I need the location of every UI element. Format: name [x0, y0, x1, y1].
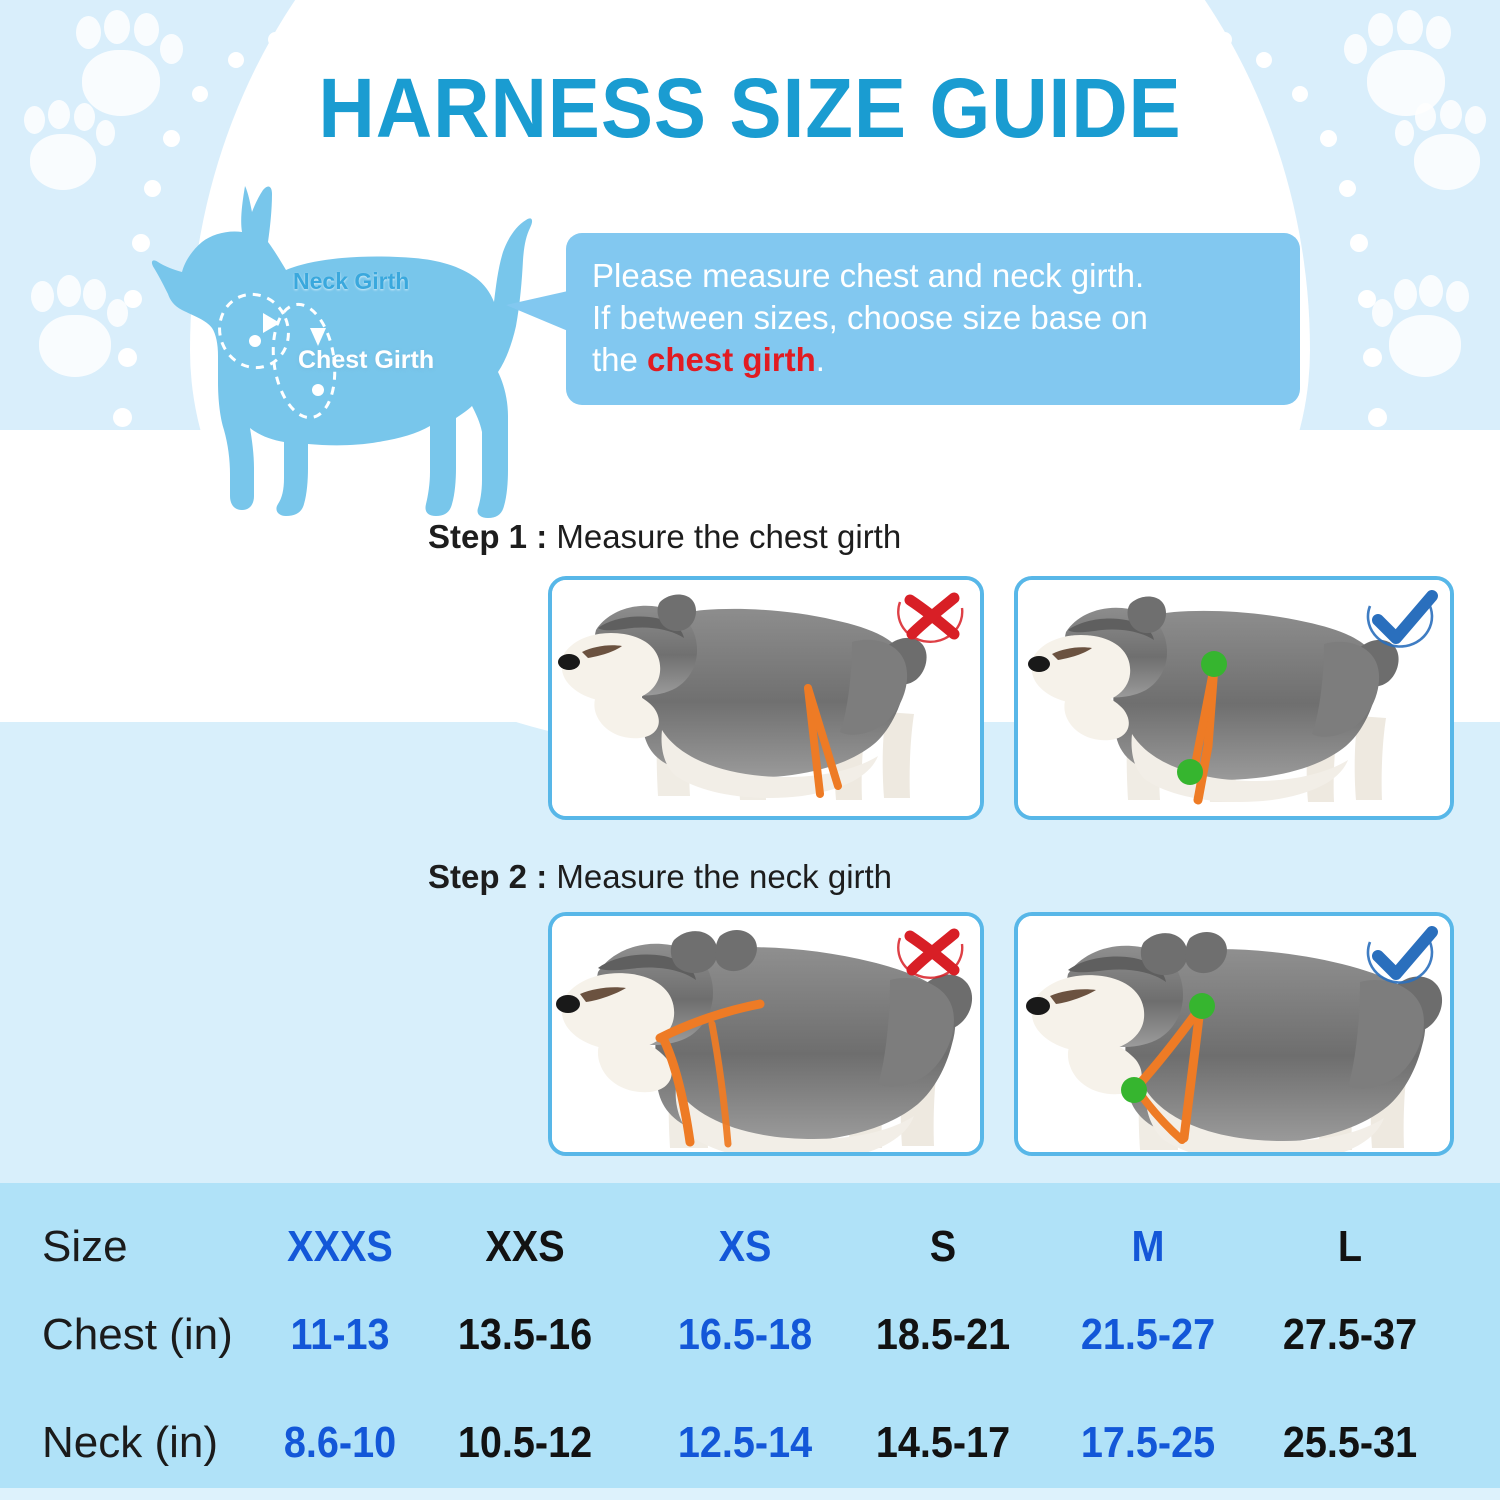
neck-arrow-icon — [263, 313, 280, 333]
neck-girth-ellipse — [218, 292, 290, 370]
dog-photo-neck-wrong — [552, 916, 980, 1152]
dog-photo-neck-correct — [1018, 916, 1450, 1152]
measure-point-bottom — [1121, 1077, 1147, 1103]
chest-girth-label: Chest Girth — [298, 346, 435, 374]
callout-line-3-prefix: the — [592, 341, 648, 378]
measure-point-bottom — [1177, 759, 1203, 785]
step-1-lead: Step 1 : — [428, 518, 557, 555]
step-1-text: Measure the chest girth — [556, 518, 902, 555]
dog-silhouette-icon — [151, 186, 533, 518]
chest-point-marker — [312, 384, 324, 396]
table-cell-neck-m: 17.5-25 — [1080, 1418, 1216, 1467]
neck-point-marker — [249, 335, 261, 347]
table-cell-chest-m: 21.5-27 — [1080, 1310, 1216, 1359]
paw-print-icon — [25, 275, 145, 385]
check-icon — [1366, 590, 1438, 648]
table-row-label-size: Size — [42, 1222, 128, 1271]
callout-accent-text: chest girth — [647, 341, 816, 378]
paw-print-icon — [1378, 100, 1488, 200]
photo-panel-step1-wrong — [548, 576, 984, 820]
callout-line-2: If between sizes, choose size base on — [592, 299, 1148, 336]
page-title: HARNESS SIZE GUIDE — [318, 61, 1182, 155]
dog-silhouette-diagram: Neck Girth Chest Girth — [150, 168, 570, 528]
cross-icon — [897, 592, 964, 643]
table-cell-chest-s: 18.5-21 — [875, 1310, 1011, 1359]
table-header-s: S — [929, 1222, 957, 1271]
table-cell-neck-xxs: 10.5-12 — [457, 1418, 593, 1467]
table-header-m: M — [1131, 1222, 1165, 1271]
paw-print-icon — [72, 10, 202, 130]
instruction-callout: Please measure chest and neck girth. If … — [506, 233, 1300, 405]
table-row-label-neck: Neck (in) — [42, 1418, 219, 1467]
table-cell-neck-xs: 12.5-14 — [677, 1418, 813, 1467]
step-1-heading: Step 1 : Measure the chest girth — [428, 518, 901, 556]
paw-print-icon — [1325, 10, 1455, 130]
table-header-xxs: XXS — [485, 1222, 565, 1271]
table-cell-chest-xxs: 13.5-16 — [457, 1310, 593, 1359]
step-2-heading: Step 2 : Measure the neck girth — [428, 858, 892, 896]
photo-panel-step2-wrong — [548, 912, 984, 1156]
paw-print-icon — [22, 100, 132, 200]
check-icon — [1366, 926, 1438, 984]
background-band-footer — [0, 1488, 1500, 1500]
step-2-text: Measure the neck girth — [556, 858, 893, 895]
measure-point-top — [1189, 993, 1215, 1019]
neck-girth-label: Neck Girth — [293, 268, 410, 294]
step-2-lead: Step 2 : — [428, 858, 557, 895]
callout-tail — [506, 291, 568, 331]
dog-photo-chest-wrong — [552, 580, 980, 816]
table-cell-chest-l: 27.5-37 — [1282, 1310, 1418, 1359]
table-row-label-chest: Chest (in) — [42, 1310, 233, 1359]
table-cell-neck-xxxs: 8.6-10 — [283, 1418, 397, 1467]
measure-point-top — [1201, 651, 1227, 677]
photo-panel-step1-correct — [1014, 576, 1454, 820]
callout-line-3-suffix: . — [815, 341, 825, 378]
chest-arrow-icon — [310, 328, 326, 346]
background-band-table — [0, 1183, 1500, 1488]
table-cell-neck-s: 14.5-17 — [875, 1418, 1011, 1467]
table-header-l: L — [1337, 1222, 1363, 1271]
photo-panel-step2-correct — [1014, 912, 1454, 1156]
table-header-xxxs: XXXS — [287, 1222, 393, 1271]
callout-line-1: Please measure chest and neck girth. — [592, 257, 1145, 294]
cross-icon — [897, 928, 964, 979]
callout-line-3: the chest girth. — [592, 339, 1274, 381]
table-cell-chest-xs: 16.5-18 — [677, 1310, 813, 1359]
paw-print-icon — [1355, 275, 1475, 385]
table-cell-neck-l: 25.5-31 — [1282, 1418, 1418, 1467]
table-cell-chest-xxxs: 11-13 — [290, 1310, 390, 1359]
table-header-xs: XS — [718, 1222, 772, 1271]
